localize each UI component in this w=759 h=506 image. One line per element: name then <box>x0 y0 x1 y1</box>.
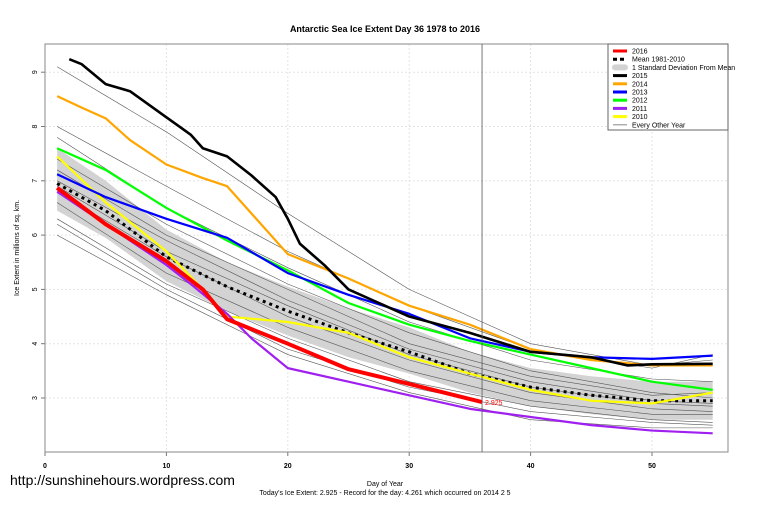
y-tick-label: 6 <box>32 233 39 237</box>
series-line-2012 <box>56 147 713 391</box>
x-tick-label: 50 <box>648 463 656 470</box>
plot-frame <box>44 43 729 453</box>
y-tick-label: 7 <box>32 179 39 183</box>
legend-label: 2014 <box>632 81 648 88</box>
series-line-2011 <box>56 190 713 435</box>
chart-subtitle: Today's Ice Extent: 2.925 - Record for t… <box>259 490 510 497</box>
x-axis-label: Day of Year <box>367 481 404 488</box>
legend-label: 2013 <box>632 90 648 97</box>
legend-label: 2010 <box>632 114 648 121</box>
y-tick-label: 3 <box>32 396 39 400</box>
y-tick-label: 8 <box>32 124 39 128</box>
y-tick-label: 4 <box>32 342 39 346</box>
series-line-other-year <box>56 218 713 423</box>
legend-label: 2011 <box>632 106 647 113</box>
x-tick-label: 20 <box>284 463 292 470</box>
sd-band <box>57 148 713 420</box>
legend-label: Mean 1981-2010 <box>632 57 685 64</box>
x-tick-label: 40 <box>527 463 535 470</box>
y-axis-label: Ice Extent in millions of sq. km. <box>14 200 21 296</box>
x-tick-label: 30 <box>405 463 413 470</box>
y-tick-label: 9 <box>32 70 39 74</box>
series-line-other-year <box>56 169 713 396</box>
legend-label: 2015 <box>632 73 648 80</box>
x-tick-label: 10 <box>163 463 171 470</box>
series-line-other-year <box>56 191 713 412</box>
site-url: http://sunshinehours.wordpress.com <box>10 472 235 488</box>
legend-swatch <box>612 64 628 71</box>
series-line-2010 <box>56 155 713 405</box>
legend-box <box>607 43 729 131</box>
series-line-other-year <box>56 223 713 426</box>
legend-label: Every Other Year <box>632 122 686 129</box>
y-tick-label: 5 <box>32 287 39 291</box>
series-line-2015 <box>68 57 713 367</box>
series-line-other-year <box>56 202 713 415</box>
current-value-label: 2.925 <box>485 400 503 407</box>
series-line-other-year <box>56 158 713 399</box>
legend-label: 2012 <box>632 98 648 105</box>
series-line-mean-1981-2010 <box>56 182 713 403</box>
chart-title: Antarctic Sea Ice Extent Day 36 1978 to … <box>290 24 480 34</box>
series-line-2016 <box>55 186 483 405</box>
series-line-other-year <box>56 234 713 429</box>
series-line-other-year <box>56 180 713 404</box>
legend-label: 2016 <box>632 49 648 56</box>
x-tick-label: 0 <box>43 463 47 470</box>
legend-label: 1 Standard Deviation From Mean <box>632 65 735 72</box>
